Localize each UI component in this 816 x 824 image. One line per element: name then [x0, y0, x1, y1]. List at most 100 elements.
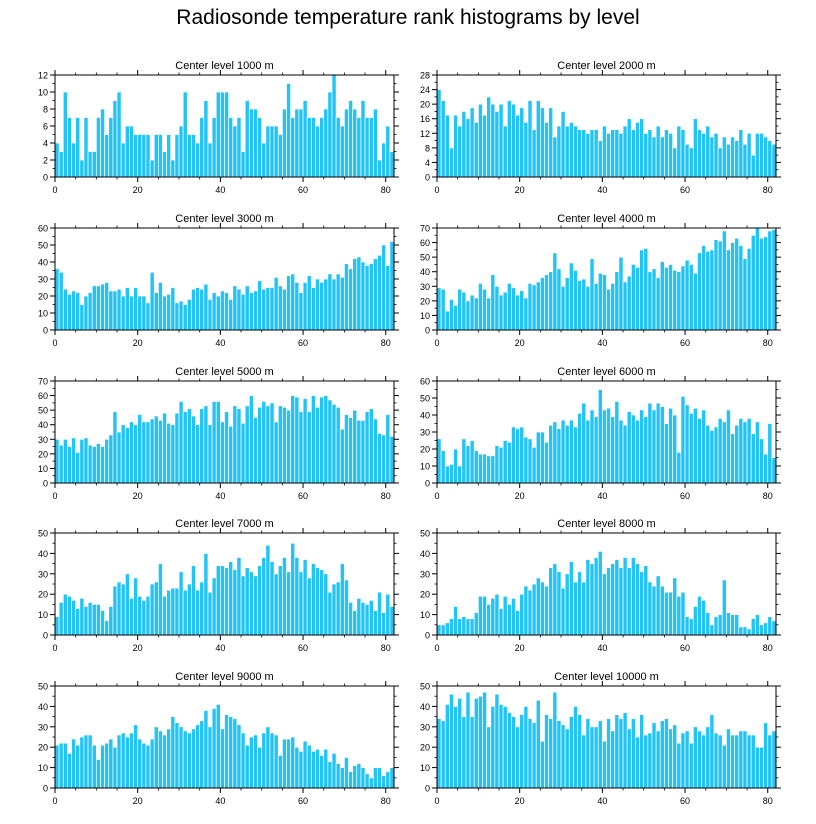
bar	[746, 628, 752, 636]
bar	[306, 411, 312, 484]
bar	[606, 718, 611, 789]
bar	[498, 608, 504, 636]
bar	[116, 431, 122, 484]
bar	[482, 595, 487, 636]
bar	[87, 444, 93, 484]
x-tick-label: 40	[597, 338, 607, 348]
bar	[67, 446, 72, 484]
bar	[511, 597, 516, 636]
bar	[759, 132, 764, 178]
bar	[494, 593, 500, 636]
x-tick-label: 80	[763, 185, 773, 195]
bar	[494, 445, 500, 484]
bar	[461, 716, 467, 789]
bar	[688, 412, 694, 484]
bar	[750, 154, 756, 178]
bar	[647, 129, 653, 178]
y-tick-label: 20	[38, 292, 48, 302]
bar	[133, 134, 139, 178]
bar	[58, 602, 64, 636]
bar	[457, 465, 463, 484]
bar	[643, 734, 649, 789]
bar	[709, 136, 715, 178]
bar	[277, 134, 283, 178]
bar	[87, 292, 93, 331]
bar	[486, 726, 492, 789]
bar	[539, 431, 545, 484]
panel-title: Center level 7000 m	[175, 518, 273, 530]
bar	[352, 258, 358, 331]
bar	[166, 589, 172, 636]
bar	[344, 108, 349, 178]
bar	[67, 117, 72, 178]
bar	[676, 595, 682, 636]
bar	[659, 720, 665, 789]
bar	[220, 565, 225, 636]
bar	[498, 103, 504, 178]
bar	[145, 421, 151, 484]
bar	[182, 730, 188, 789]
bar	[726, 409, 731, 484]
y-tick-label: 30	[420, 722, 430, 732]
bar	[436, 624, 442, 636]
bar	[531, 722, 537, 789]
x-tick-label: 40	[215, 491, 225, 501]
bar	[527, 100, 533, 178]
bar	[71, 437, 77, 484]
bar	[552, 252, 558, 331]
bar	[302, 740, 308, 789]
y-tick-label: 40	[38, 258, 48, 268]
panel-1: Center level 1000 m 0 20 40 60 80 0 2 4 6 8 10 12	[38, 60, 399, 195]
bar	[680, 395, 686, 484]
bar	[224, 292, 229, 331]
bar	[602, 274, 607, 331]
bar	[290, 273, 296, 331]
bar	[556, 125, 562, 178]
bar	[368, 117, 374, 178]
bar	[535, 281, 541, 331]
y-tick-label: 0	[425, 631, 430, 641]
bar	[697, 418, 702, 484]
bar	[360, 261, 366, 331]
bar	[465, 445, 471, 484]
bar	[302, 100, 308, 178]
y-tick-label: 20	[38, 743, 48, 753]
bar	[158, 730, 163, 789]
bar	[116, 581, 122, 636]
bar	[692, 606, 698, 636]
bar	[104, 620, 110, 636]
bar	[721, 579, 727, 636]
bar	[705, 250, 711, 331]
bar	[742, 258, 748, 331]
bar	[389, 767, 395, 789]
bar	[257, 746, 263, 789]
bar	[680, 732, 686, 789]
x-tick-label: 0	[434, 185, 439, 195]
bar	[211, 117, 217, 178]
bar	[356, 117, 362, 178]
y-tick-label: 0	[43, 173, 48, 183]
bar	[754, 614, 760, 636]
bar	[67, 595, 72, 636]
bar	[477, 103, 483, 178]
bar	[331, 278, 337, 331]
bar	[327, 91, 333, 178]
bar	[490, 274, 496, 331]
bar	[377, 159, 382, 178]
bar	[465, 300, 471, 331]
bar	[178, 401, 184, 484]
bar	[339, 276, 345, 331]
bar	[207, 299, 213, 331]
bar	[763, 236, 769, 331]
bar	[527, 283, 533, 331]
bar	[602, 125, 607, 178]
y-tick-label: 2	[43, 156, 48, 166]
bar	[705, 424, 711, 484]
bar	[519, 714, 525, 789]
bar	[643, 248, 649, 331]
bar	[182, 411, 188, 484]
x-tick-label: 60	[680, 185, 690, 195]
bar	[577, 129, 583, 178]
y-tick-label: 0	[425, 784, 430, 794]
bar	[477, 695, 483, 789]
